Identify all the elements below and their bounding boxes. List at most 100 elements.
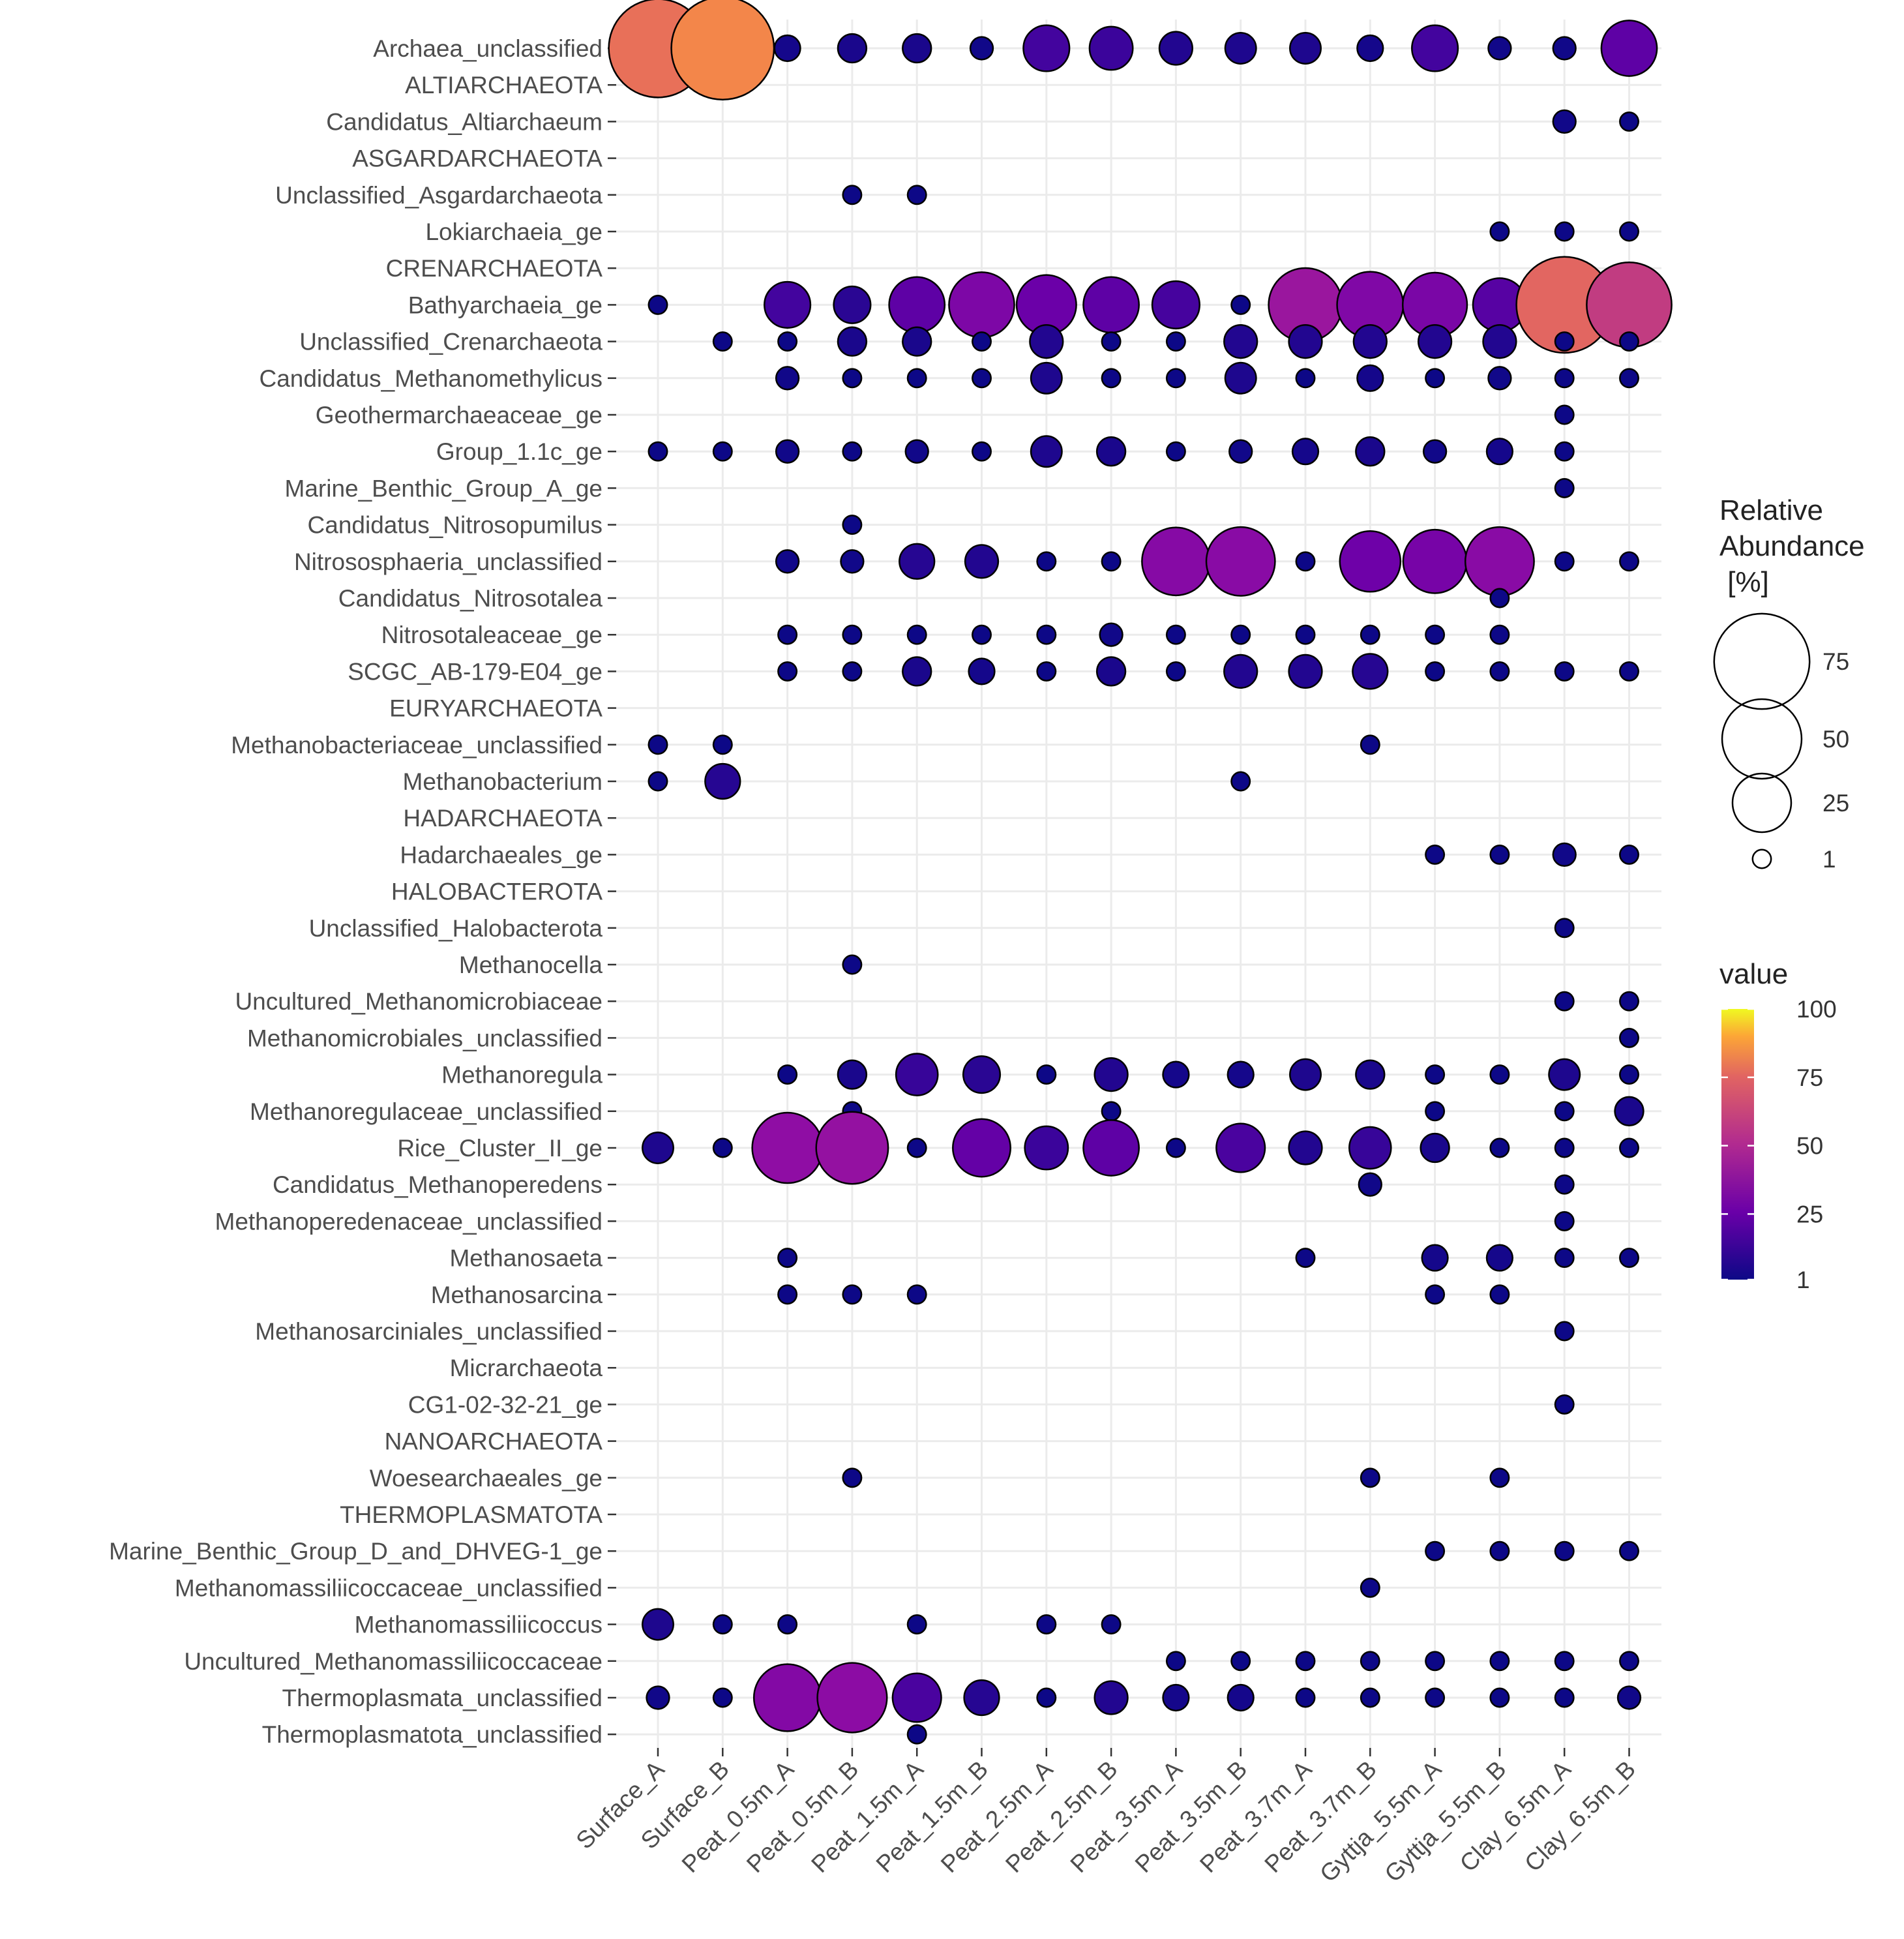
bubble-nitrosotaleaceae-ge-gyttja-5-5m-b (1489, 624, 1510, 645)
bubble-group-1-1c-ge-gyttja-5-5m-a (1422, 439, 1448, 464)
bubble-methanosaeta-clay-6-5m-b (1619, 1248, 1639, 1269)
y-label-unclassified-crenarchaeota: Unclassified_Crenarchaeota (299, 329, 602, 355)
bubble-lokiarchaeia-ge-clay-6-5m-b (1619, 221, 1639, 242)
bubble-archaea-unclassified-peat-0-5m-b (837, 33, 868, 64)
bubble-rice-cluster-ii-ge-peat-3-5m-a (1165, 1137, 1186, 1158)
bubble-group-1-1c-ge-peat-0-5m-b (842, 441, 863, 462)
bubble-bathyarchaeia-ge-peat-1-5m-b (948, 271, 1015, 338)
bubble-methanoregulaceae-unclassified-peat-2-5m-b (1101, 1101, 1122, 1122)
bubble-group-1-1c-ge-peat-2-5m-b (1095, 436, 1127, 467)
bubble-rice-cluster-ii-ge-peat-1-5m-a (906, 1137, 927, 1158)
bubble-candidatus-methanomethylicus-peat-2-5m-b (1101, 368, 1122, 389)
size-legend-circle-50 (1721, 698, 1803, 780)
bubble-group-1-1c-ge-clay-6-5m-a (1554, 441, 1575, 462)
bubble-methanosaeta-peat-3-7m-a (1295, 1248, 1316, 1269)
y-label-bathyarchaeia-ge: Bathyarchaeia_ge (408, 292, 602, 318)
bubble-candidatus-methanomethylicus-peat-0-5m-b (842, 368, 863, 389)
x-label-peat-3-5m-b: Peat_3.5m_B (1130, 1756, 1253, 1878)
bubble-methanosarcina-gyttja-5-5m-a (1425, 1284, 1446, 1305)
bubble-candidatus-methanomethylicus-peat-3-5m-b (1224, 361, 1257, 395)
bubble-scgc-ab-179-e04-ge-peat-0-5m-b (842, 661, 863, 682)
bubble-unclassified-crenarchaeota-peat-0-5m-a (777, 331, 798, 352)
bubble-marks (608, 0, 1673, 1745)
y-label-methanobacterium: Methanobacterium (403, 768, 602, 795)
bubble-bathyarchaeia-ge-peat-3-5m-a (1151, 280, 1200, 329)
bubble-archaea-unclassified-surface-b (670, 0, 775, 100)
y-label-archaea-unclassified: Archaea_unclassified (373, 35, 602, 62)
bubble-nitrosotaleaceae-ge-peat-0-5m-a (777, 624, 798, 645)
bubble-nitrososphaeria-unclassified-clay-6-5m-b (1619, 551, 1639, 572)
bubble-methanosarcina-peat-0-5m-b (842, 1284, 863, 1305)
bubble-unclassified-crenarchaeota-gyttja-5-5m-a (1417, 323, 1453, 359)
bubble-unclassified-crenarchaeota-peat-1-5m-a (902, 326, 932, 357)
bubble-archaea-unclassified-peat-0-5m-a (773, 34, 801, 63)
bubble-group-1-1c-ge-peat-3-5m-b (1228, 439, 1253, 464)
bubble-nitrosotaleaceae-ge-peat-2-5m-b (1099, 622, 1123, 647)
bubble-methanomassiliicoccus-surface-b (712, 1614, 733, 1635)
bubble-woesearchaeales-ge-peat-0-5m-b (842, 1467, 863, 1488)
size-legend-circle-1 (1751, 849, 1772, 869)
bubble-nitrososphaeria-unclassified-clay-6-5m-a (1554, 551, 1575, 572)
bubble-nitrososphaeria-unclassified-peat-2-5m-a (1036, 551, 1057, 572)
y-label-geothermarchaeaceae-ge: Geothermarchaeaceae_ge (316, 402, 602, 428)
bubble-nitrosotaleaceae-ge-peat-0-5m-b (842, 624, 863, 645)
y-label-nanoarchaeota: NANOARCHAEOTA (385, 1428, 603, 1455)
bubble-thermoplasmata-unclassified-peat-2-5m-b (1093, 1680, 1129, 1715)
y-label-crenarchaeota: CRENARCHAEOTA (386, 255, 603, 282)
bubble-scgc-ab-179-e04-ge-peat-3-5m-a (1165, 661, 1186, 682)
bubble-thermoplasmata-unclassified-peat-0-5m-a (752, 1663, 822, 1732)
size-legend-title-line-2: Abundance (1719, 530, 1865, 562)
bubble-marine-benthic-group-d-and-dhveg-1-ge-clay-6-5m-a (1554, 1541, 1575, 1561)
y-label-candidatus-nitrosotalea: Candidatus_Nitrosotalea (338, 585, 603, 612)
bubble-bathyarchaeia-ge-peat-0-5m-b (833, 285, 872, 324)
bubble-uncultured-methanomassiliicoccaceae-gyttja-5-5m-a (1425, 1651, 1446, 1672)
bubble-rice-cluster-ii-ge-peat-3-7m-a (1288, 1130, 1323, 1165)
bubble-thermoplasmata-unclassified-peat-3-7m-b (1360, 1687, 1380, 1708)
bubble-bathyarchaeia-ge-peat-0-5m-a (764, 280, 812, 329)
bubble-archaea-unclassified-peat-3-5m-b (1224, 32, 1257, 65)
size-legend-label-25: 25 (1822, 790, 1849, 817)
bubble-unclassified-crenarchaeota-gyttja-5-5m-b (1482, 323, 1517, 359)
bubble-methanobacteriaceae-unclassified-surface-b (712, 734, 733, 755)
bubble-thermoplasmata-unclassified-gyttja-5-5m-b (1489, 1687, 1510, 1708)
y-label-unclassified-asgardarchaeota: Unclassified_Asgardarchaeota (275, 182, 602, 209)
size-legend: Relative Abundance [%] 75 50 25 1 (1713, 494, 1865, 873)
y-label-methanosarciniales-unclassified: Methanosarciniales_unclassified (255, 1318, 602, 1345)
bubble-candidatus-methanomethylicus-gyttja-5-5m-b (1487, 366, 1512, 391)
bubble-archaea-unclassified-peat-3-7m-b (1356, 34, 1384, 63)
bubble-hadarchaeales-ge-gyttja-5-5m-a (1425, 844, 1446, 865)
bubble-rice-cluster-ii-ge-gyttja-5-5m-a (1420, 1132, 1450, 1164)
bubble-methanosaeta-gyttja-5-5m-b (1485, 1244, 1513, 1272)
bubble-group-1-1c-ge-peat-1-5m-a (904, 439, 929, 464)
bubble-methanoregula-peat-3-7m-a (1289, 1058, 1322, 1091)
bubble-nitrosotaleaceae-ge-gyttja-5-5m-a (1425, 624, 1446, 645)
bubble-candidatus-nitrosotalea-gyttja-5-5m-b (1489, 588, 1510, 609)
bubble-thermoplasmata-unclassified-peat-3-5m-b (1227, 1683, 1255, 1712)
bubble-scgc-ab-179-e04-ge-clay-6-5m-b (1619, 661, 1639, 682)
bubble-nitrosotaleaceae-ge-peat-2-5m-a (1036, 624, 1057, 645)
y-label-halobacterota: HALOBACTEROTA (391, 879, 602, 905)
y-label-marine-benthic-group-a-ge: Marine_Benthic_Group_A_ge (285, 475, 603, 502)
bubble-group-1-1c-ge-peat-0-5m-a (775, 439, 800, 464)
y-label-methanoregulaceae-unclassified: Methanoregulaceae_unclassified (250, 1098, 602, 1125)
y-label-methanomassiliicoccus: Methanomassiliicoccus (355, 1612, 602, 1638)
bubble-candidatus-methanomethylicus-peat-3-5m-a (1165, 368, 1186, 389)
y-label-methanocella: Methanocella (459, 952, 603, 978)
bubble-methanocella-peat-0-5m-b (842, 954, 863, 975)
bubble-thermoplasmata-unclassified-clay-6-5m-a (1554, 1687, 1575, 1708)
bubble-marine-benthic-group-d-and-dhveg-1-ge-clay-6-5m-b (1619, 1541, 1639, 1561)
bubble-nitrososphaeria-unclassified-peat-2-5m-b (1101, 551, 1122, 572)
bubble-methanosarcina-peat-0-5m-a (777, 1284, 798, 1305)
bubble-methanoregula-peat-1-5m-b (962, 1055, 1002, 1094)
bubble-methanoregula-peat-3-5m-a (1162, 1060, 1190, 1089)
bubble-methanosaeta-clay-6-5m-a (1554, 1248, 1575, 1269)
y-label-group-1-1c-ge: Group_1.1c_ge (436, 438, 602, 465)
x-label-peat-1-5m-a: Peat_1.5m_A (806, 1755, 929, 1878)
y-label-methanobacteriaceae-unclassified: Methanobacteriaceae_unclassified (231, 732, 602, 759)
bubble-methanoregula-clay-6-5m-b (1619, 1064, 1639, 1085)
bubble-archaea-unclassified-peat-2-5m-a (1022, 24, 1071, 72)
bubble-methanoregulaceae-unclassified-gyttja-5-5m-a (1425, 1101, 1446, 1122)
bubble-methanomassiliicoccus-surface-a (642, 1608, 674, 1641)
bubble-nitrososphaeria-unclassified-peat-3-5m-b (1205, 526, 1276, 597)
y-label-altiarchaeota: ALTIARCHAEOTA (405, 72, 602, 98)
